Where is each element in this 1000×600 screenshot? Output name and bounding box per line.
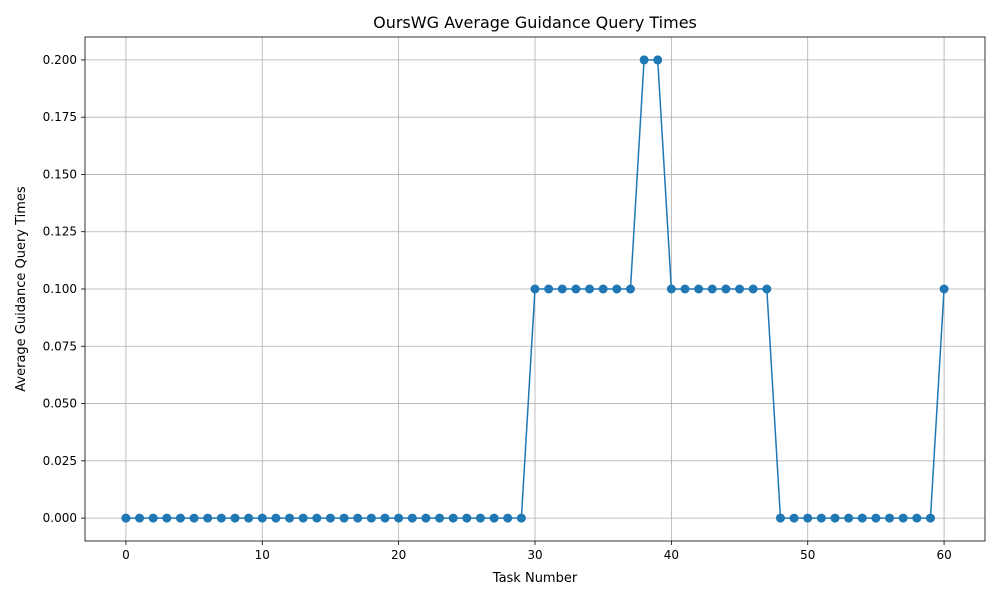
data-point [285,513,295,523]
data-point [394,513,404,523]
y-tick-label: 0.050 [43,397,77,411]
data-point [571,284,581,294]
x-tick-label: 40 [664,548,679,562]
data-point [257,513,267,523]
data-point [407,513,417,523]
data-point [816,513,826,523]
data-point [244,513,254,523]
x-tick-label: 10 [255,548,270,562]
chart-title: OursWG Average Guidance Query Times [373,13,697,32]
x-tick-label: 0 [122,548,130,562]
data-point [230,513,240,523]
x-tick-label: 30 [527,548,542,562]
data-point [680,284,690,294]
data-point [421,513,431,523]
data-point [598,284,608,294]
data-point [298,513,308,523]
y-tick-label: 0.025 [43,454,77,468]
x-axis-title: Task Number [492,571,578,586]
x-tick-label: 20 [391,548,406,562]
data-point [885,513,895,523]
data-point [339,513,349,523]
data-point [585,284,595,294]
axis-ticks: 0 10 20 30 40 50 60 0.000 0.025 0.050 0.075 0.100 0.… [43,53,952,562]
data-point [748,284,758,294]
grid [85,37,985,541]
data-point [216,513,226,523]
series-layer [121,55,949,523]
data-point [175,513,185,523]
y-axis-title: Average Guidance Query Times [14,186,29,392]
data-point [912,513,922,523]
data-point [830,513,840,523]
data-point [148,513,158,523]
data-point [762,284,772,294]
x-tick-label: 50 [800,548,815,562]
data-point [380,513,390,523]
data-point [694,284,704,294]
data-point [612,284,622,294]
y-tick-label: 0.200 [43,53,77,67]
data-point [653,55,663,65]
data-point [721,284,731,294]
data-point [544,284,554,294]
x-tick-label: 60 [936,548,951,562]
data-point [448,513,458,523]
data-point [325,513,335,523]
y-tick-label: 0.175 [43,110,77,124]
data-point [121,513,131,523]
data-point [898,513,908,523]
data-point [475,513,485,523]
data-point [871,513,881,523]
data-point [203,513,213,523]
data-point [789,513,799,523]
data-point [162,513,172,523]
data-point [503,513,513,523]
y-tick-label: 0.125 [43,225,77,239]
y-tick-label: 0.150 [43,167,77,181]
data-point [735,284,745,294]
data-point [189,513,199,523]
data-point [925,513,935,523]
y-tick-label: 0.075 [43,339,77,353]
data-point [366,513,376,523]
data-point [557,284,567,294]
y-tick-label: 0.000 [43,511,77,525]
data-point [625,284,635,294]
data-point [803,513,813,523]
data-point [666,284,676,294]
data-point [353,513,363,523]
data-point [530,284,540,294]
data-point [707,284,717,294]
y-tick-label: 0.100 [43,282,77,296]
data-point [516,513,526,523]
data-point [135,513,145,523]
data-point [844,513,854,523]
data-point [775,513,785,523]
data-point [857,513,867,523]
data-point [312,513,322,523]
data-point [435,513,445,523]
data-point [462,513,472,523]
data-point [939,284,949,294]
data-point [271,513,281,523]
data-point [489,513,499,523]
data-point [639,55,649,65]
